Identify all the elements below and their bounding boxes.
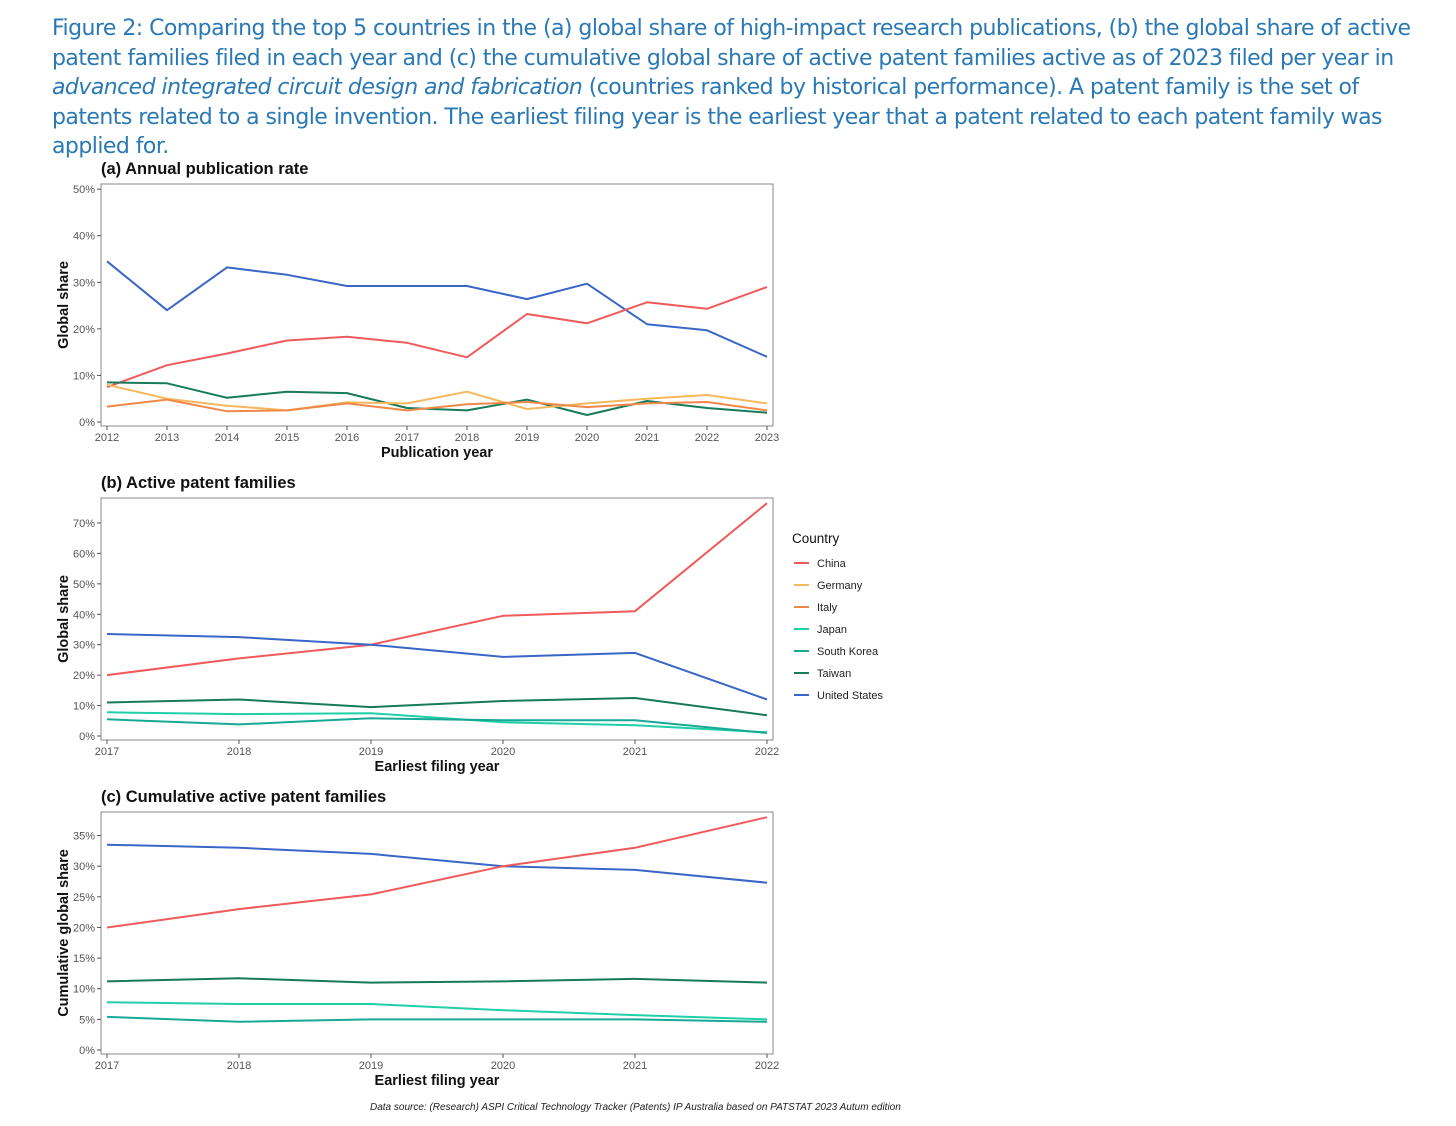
x-tick-label: 2013 xyxy=(155,432,179,444)
series-line-south-korea xyxy=(106,1015,768,1023)
series-line-taiwan xyxy=(106,977,768,984)
series-line-germany xyxy=(106,383,768,412)
y-tick-label: 40% xyxy=(73,231,95,243)
y-tick-label: 20% xyxy=(73,324,95,336)
y-axis-title: Cumulative global share xyxy=(56,849,72,1017)
series-line-south-korea xyxy=(106,717,768,734)
panel-title: (a) Annual publication rate xyxy=(101,160,308,178)
x-tick-label: 2019 xyxy=(359,746,383,758)
y-tick-label: 0% xyxy=(79,731,95,743)
caption-text-2: (countries ranked by historical performa… xyxy=(52,75,1383,159)
x-tick-label: 2020 xyxy=(491,1060,515,1072)
x-tick-label: 2015 xyxy=(275,432,299,444)
x-tick-label: 2019 xyxy=(359,1060,383,1072)
x-tick-label: 2016 xyxy=(335,432,359,444)
x-tick-label: 2021 xyxy=(623,746,647,758)
panel-title: (c) Cumulative active patent families xyxy=(101,788,386,806)
x-tick-label: 2022 xyxy=(695,432,719,444)
series-line-japan xyxy=(106,1001,768,1021)
y-tick-label: 60% xyxy=(73,548,95,560)
y-axis-title: Global share xyxy=(56,575,72,663)
y-tick-label: 30% xyxy=(73,277,95,289)
legend: Country China Germany Italy Japan South Korea… xyxy=(792,531,884,702)
x-axis-title: Earliest filing year xyxy=(375,1073,500,1089)
plot-frame xyxy=(100,497,774,741)
x-tick-label: 2019 xyxy=(515,432,539,444)
x-tick-label: 2022 xyxy=(755,1060,779,1072)
x-tick-label: 2020 xyxy=(575,432,599,444)
legend-label: United States xyxy=(817,690,884,702)
y-tick-label: 10% xyxy=(73,984,95,996)
panel-title: (b) Active patent families xyxy=(101,474,296,492)
y-tick-label: 50% xyxy=(73,184,95,196)
legend-label: Japan xyxy=(817,624,847,636)
caption-italic: advanced integrated circuit design and f… xyxy=(52,75,583,100)
plot-frame xyxy=(100,183,774,427)
x-tick-label: 2017 xyxy=(395,432,419,444)
x-tick-label: 2018 xyxy=(227,1060,251,1072)
y-tick-label: 0% xyxy=(79,417,95,429)
series-line-china xyxy=(106,502,768,677)
y-tick-label: 5% xyxy=(79,1014,95,1026)
y-tick-label: 40% xyxy=(73,609,95,621)
chart-panel-2: (b) Active patent families 0% 10% 20% 30% 40%… xyxy=(56,474,779,775)
figure-caption: Figure 2: Comparing the top 5 countries … xyxy=(52,14,1442,162)
y-tick-label: 20% xyxy=(73,922,95,934)
legend-label: South Korea xyxy=(817,646,879,658)
data-source-note: Data source: (Research) ASPI Critical Te… xyxy=(370,1102,901,1113)
legend-label: China xyxy=(817,558,847,570)
x-tick-label: 2022 xyxy=(755,746,779,758)
y-tick-label: 10% xyxy=(73,370,95,382)
chart-panel-3: (c) Cumulative active patent families 0% 5… xyxy=(56,788,779,1089)
x-tick-label: 2017 xyxy=(95,746,119,758)
series-line-italy xyxy=(106,398,768,413)
legend-title: Country xyxy=(792,531,840,546)
x-tick-label: 2021 xyxy=(623,1060,647,1072)
series-line-china xyxy=(106,816,768,929)
y-tick-label: 15% xyxy=(73,953,95,965)
series-line-united-states xyxy=(106,633,768,701)
y-tick-label: 20% xyxy=(73,670,95,682)
x-tick-label: 2023 xyxy=(755,432,779,444)
x-tick-label: 2018 xyxy=(455,432,479,444)
series-line-china xyxy=(106,286,768,389)
y-tick-label: 50% xyxy=(73,579,95,591)
x-tick-label: 2020 xyxy=(491,746,515,758)
x-axis-title: Publication year xyxy=(381,445,493,461)
y-axis-title: Global share xyxy=(56,261,72,349)
y-tick-label: 10% xyxy=(73,701,95,713)
x-tick-label: 2017 xyxy=(95,1060,119,1072)
series-line-taiwan xyxy=(106,697,768,717)
chart-panels: (a) Annual publication rate 0% 10% 20% 30% 40… xyxy=(56,160,779,1089)
chart-panel-1: (a) Annual publication rate 0% 10% 20% 30% 40… xyxy=(56,160,779,461)
series-line-taiwan xyxy=(106,381,768,416)
y-tick-label: 30% xyxy=(73,640,95,652)
legend-label: Taiwan xyxy=(817,668,851,680)
x-tick-label: 2012 xyxy=(95,432,119,444)
plot-frame xyxy=(100,811,774,1055)
x-axis-title: Earliest filing year xyxy=(375,759,500,775)
y-tick-label: 25% xyxy=(73,892,95,904)
legend-label: Germany xyxy=(817,580,863,592)
y-tick-label: 35% xyxy=(73,831,95,843)
y-tick-label: 0% xyxy=(79,1045,95,1057)
y-tick-label: 70% xyxy=(73,518,95,530)
y-tick-label: 30% xyxy=(73,861,95,873)
caption-text-1: Figure 2: Comparing the top 5 countries … xyxy=(52,16,1411,71)
legend-label: Italy xyxy=(817,602,838,614)
series-line-united-states xyxy=(106,260,768,358)
x-tick-label: 2018 xyxy=(227,746,251,758)
series-line-japan xyxy=(106,711,768,734)
x-tick-label: 2014 xyxy=(215,432,239,444)
series-line-united-states xyxy=(106,843,768,884)
x-tick-label: 2021 xyxy=(635,432,659,444)
